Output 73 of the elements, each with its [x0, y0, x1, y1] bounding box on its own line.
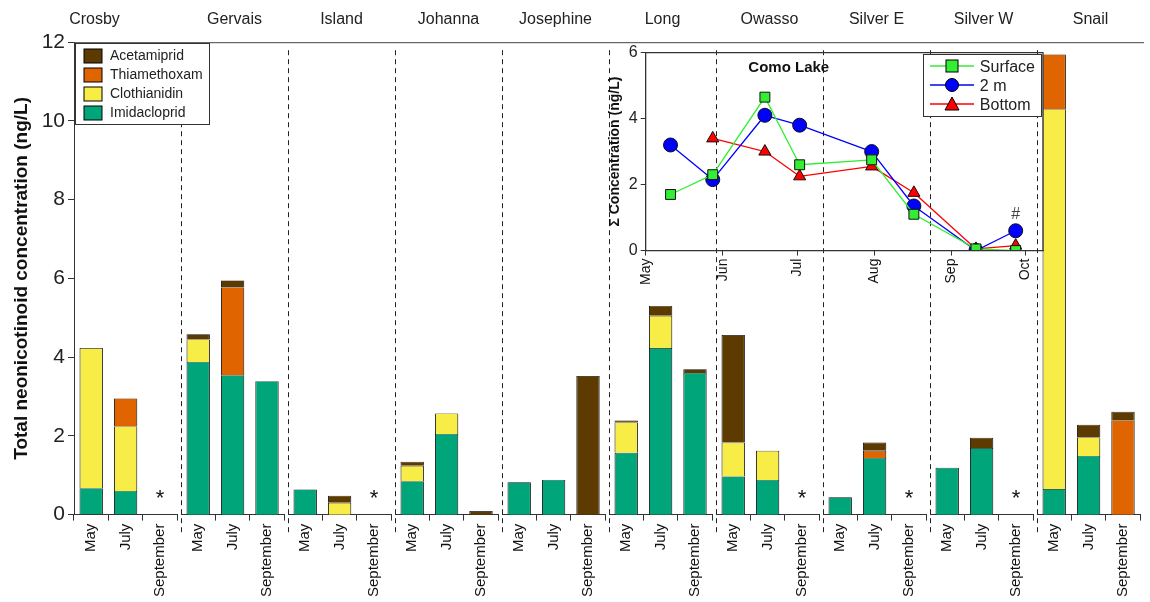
y-tick-label: 12 — [41, 29, 65, 52]
y-tick-label: 10 — [41, 107, 65, 131]
x-tick-label: July — [971, 523, 989, 551]
x-tick-label: September — [578, 523, 596, 597]
x-tick-label: July — [436, 523, 454, 551]
y-tick-label: 2 — [53, 422, 65, 446]
x-tick-label: September — [364, 523, 382, 597]
x-tick-label: May — [937, 523, 955, 552]
x-tick-label: September — [792, 523, 810, 597]
chart-title: Crosby — [69, 10, 120, 28]
x-tick-label: May — [723, 523, 741, 552]
y-tick-label: 2 — [628, 174, 638, 192]
legend-label: Thiamethoxam — [110, 65, 203, 85]
x-tick-label: May — [295, 523, 313, 552]
legend-label: 2 m — [979, 75, 1007, 95]
chart-title: Owasso — [740, 10, 799, 28]
y-tick-label: 4 — [53, 343, 66, 367]
chart-title: Snail — [1072, 10, 1109, 28]
x-tick-label: Aug — [865, 258, 882, 284]
legend-label: Acetamiprid — [110, 46, 184, 66]
chart-title: Silver W — [953, 10, 1015, 28]
x-tick-label: Jul — [788, 258, 805, 277]
legend-label: Imidacloprid — [110, 103, 186, 123]
annotation: # — [1011, 205, 1021, 223]
y-tick-label: 0 — [53, 501, 65, 525]
x-tick-label: May — [636, 258, 653, 285]
x-tick-label: July — [864, 523, 882, 551]
x-tick-label: July — [1078, 523, 1096, 551]
x-tick-label: July — [543, 523, 561, 551]
chart-title: Silver E — [848, 10, 905, 28]
x-tick-label: May — [1044, 523, 1062, 552]
x-tick-label: July — [757, 523, 775, 551]
x-tick-label: Jun — [713, 258, 730, 282]
chart-title: Como Lake — [748, 58, 830, 76]
x-tick-label: May — [509, 523, 527, 552]
y-tick-label: 6 — [628, 43, 638, 61]
y-tick-label: 0 — [628, 240, 638, 258]
x-tick-label: September — [1113, 523, 1131, 597]
x-tick-label: May — [402, 523, 420, 552]
y-axis-title: Total neonicotinoid concentration (ng/L) — [9, 97, 31, 460]
y-tick-label: 6 — [53, 265, 65, 289]
x-tick-label: May — [616, 523, 634, 552]
chart-title: Johanna — [417, 10, 480, 28]
x-tick-label: July — [650, 523, 668, 551]
legend-label: Bottom — [979, 94, 1031, 114]
annotation: * — [155, 484, 165, 510]
y-tick-label: 8 — [53, 186, 65, 210]
annotation: * — [1011, 484, 1021, 510]
x-tick-label: July — [115, 523, 133, 551]
legend-label: Clothianidin — [110, 84, 184, 104]
y-tick-label: 4 — [628, 108, 638, 126]
legend-label: Surface — [979, 56, 1035, 76]
x-tick-label: July — [329, 523, 347, 551]
x-tick-label: May — [830, 523, 848, 552]
chart-title: Island — [320, 10, 363, 28]
x-tick-label: Oct — [1016, 258, 1033, 281]
x-tick-label: Sep — [941, 258, 958, 284]
x-tick-label: September — [150, 523, 168, 597]
annotation: * — [797, 484, 807, 510]
x-tick-label: July — [222, 523, 240, 551]
x-tick-label: September — [685, 523, 703, 597]
y-axis-title: Σ Concentration (ng/L) — [606, 76, 623, 227]
x-tick-label: May — [188, 523, 206, 552]
annotation: * — [904, 484, 914, 510]
x-tick-label: September — [257, 523, 275, 597]
x-tick-label: May — [81, 523, 99, 552]
chart-title: Josephine — [519, 10, 593, 28]
x-tick-label: September — [471, 523, 489, 597]
annotation: * — [369, 484, 379, 510]
x-tick-label: September — [899, 523, 917, 597]
x-tick-label: September — [1006, 523, 1024, 597]
chart-title: Long — [644, 10, 681, 28]
chart-title: Gervais — [206, 10, 263, 28]
